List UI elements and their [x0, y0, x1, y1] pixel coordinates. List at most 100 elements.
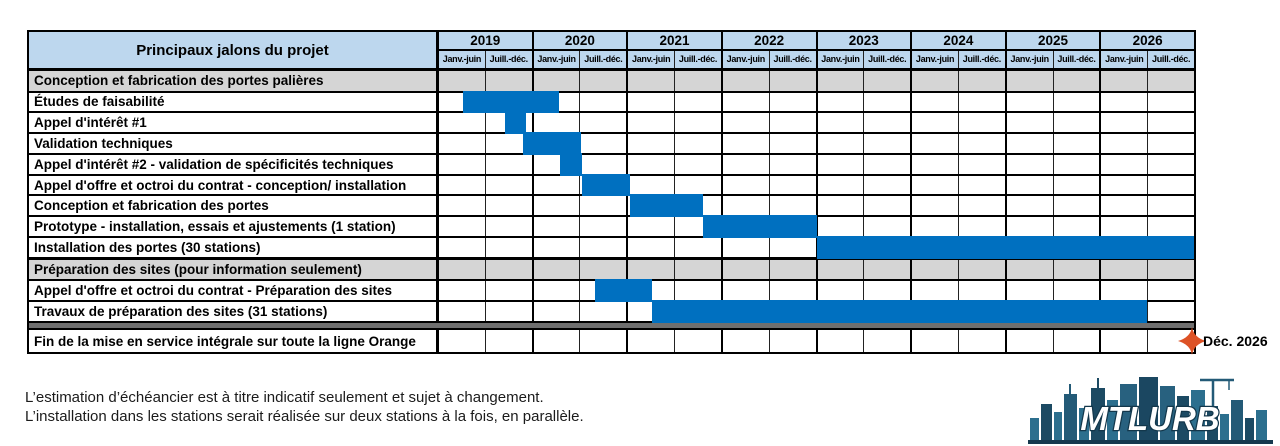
task-row: Installation des portes (30 stations) — [29, 236, 1194, 259]
half-year-header: Janv.-juin — [912, 51, 959, 68]
row-label: Appel d'offre et octroi du contrat - Pré… — [29, 281, 439, 301]
grid-cell — [439, 196, 486, 216]
grid-cell — [1007, 196, 1054, 216]
footnotes: L’estimation d’échéancier est à titre in… — [25, 388, 584, 426]
grid-cell — [439, 259, 486, 280]
grid-cell — [1054, 113, 1102, 133]
task-row: Études de faisabilité — [29, 90, 1194, 114]
grid-cell — [959, 330, 1007, 353]
grid-cell — [534, 217, 581, 237]
grid-cell — [1101, 196, 1149, 216]
grid-cell — [675, 281, 723, 301]
grid-cell — [1007, 281, 1054, 301]
milestone-label: Déc. 2026 — [1203, 333, 1268, 350]
gantt-bar — [703, 215, 817, 239]
grid-cell — [864, 217, 913, 237]
row-label: Études de faisabilité — [29, 92, 439, 112]
row-label: Installation des portes (30 stations) — [29, 238, 439, 257]
half-year-header: Janv.-juin — [628, 51, 676, 68]
gantt-bar — [581, 173, 631, 197]
grid-cell — [959, 113, 1007, 133]
half-year-header: Janv.-juin — [1007, 51, 1054, 68]
task-row: Validation techniques — [29, 132, 1194, 155]
grid-cell — [723, 238, 770, 257]
grid-cell — [1054, 259, 1102, 280]
grid-cell — [912, 71, 959, 91]
grid-cell — [1007, 330, 1054, 353]
grid-cell — [912, 92, 959, 112]
row-label: Validation techniques — [29, 134, 439, 153]
grid-cell — [486, 71, 534, 91]
grid-cell — [1054, 154, 1102, 174]
half-year-header-row: Janv.-juin Juill.-déc. Janv.-juin Juill.-dé… — [439, 51, 1194, 68]
half-year-header: Janv.-juin — [1101, 51, 1149, 68]
grid-cell — [1054, 330, 1102, 353]
grid-cell — [1007, 217, 1054, 237]
gantt-bar — [594, 279, 652, 303]
row-label: Conception et fabrication des portes pal… — [29, 71, 439, 91]
grid-cell — [912, 281, 959, 301]
year-header-row: 2019 2020 2021 2022 2023 2024 2025 2026 — [439, 32, 1194, 51]
half-year-header: Juill.-déc. — [770, 51, 818, 68]
grid-cell — [675, 154, 723, 174]
grid-cell — [770, 154, 818, 174]
grid-cell — [628, 71, 676, 91]
grid-cell — [770, 92, 818, 112]
grid-cell — [1101, 302, 1149, 321]
grid-cell — [1148, 71, 1194, 91]
grid-cell — [818, 71, 865, 91]
grid-cell — [864, 113, 913, 133]
grid-cell — [486, 238, 534, 257]
grid-cell — [628, 281, 676, 301]
half-year-header: Juill.-déc. — [675, 51, 723, 68]
grid-cell — [1101, 259, 1149, 280]
half-year-header: Juill.-déc. — [1151, 54, 1191, 64]
grid-cell — [864, 175, 913, 195]
grid-cell — [1007, 134, 1054, 153]
grid-cell — [1148, 134, 1194, 153]
grid-cell — [1148, 217, 1194, 236]
grid-cell — [1101, 175, 1149, 195]
grid-cell — [770, 281, 818, 301]
grid-cell — [1148, 176, 1194, 195]
grid-cell — [439, 302, 486, 321]
task-row: Appel d'offre et octroi du contrat - con… — [29, 173, 1194, 197]
grid-cell — [818, 154, 865, 174]
grid-cell — [486, 259, 534, 280]
grid-cell — [770, 134, 818, 153]
half-year-header: Juill.-déc. — [1054, 51, 1102, 68]
grid-cell — [959, 281, 1007, 301]
task-row: Prototype - installation, essais et ajus… — [29, 215, 1194, 239]
grid-cell — [534, 113, 581, 133]
row-timeline — [439, 71, 1194, 91]
grid-cell — [770, 259, 818, 280]
grid-cell — [534, 259, 581, 280]
grid-cell — [534, 71, 581, 91]
row-timeline — [439, 259, 1194, 280]
grid-cell — [864, 92, 913, 112]
grid-cell — [818, 134, 865, 153]
grid-cell — [675, 92, 723, 112]
grid-cell — [1054, 92, 1102, 112]
year-header-2023: 2023 — [818, 32, 913, 49]
row-label: Conception et fabrication des portes — [29, 196, 439, 216]
gantt-bar — [523, 132, 582, 155]
grid-cell — [439, 134, 486, 153]
gantt-bar — [630, 194, 704, 218]
grid-cell — [912, 196, 959, 216]
section-row: Préparation des sites (pour information … — [29, 258, 1194, 282]
grid-cell — [675, 175, 723, 195]
grid-cell — [534, 196, 581, 216]
grid-cell — [675, 196, 723, 216]
half-year-header: Juill.-déc. — [864, 51, 913, 68]
grid-cell — [439, 113, 486, 133]
grid-cell — [1007, 175, 1054, 195]
grid-cell — [723, 259, 770, 280]
grid-cell — [486, 217, 534, 237]
grid-cell — [580, 92, 629, 112]
grid-cell — [534, 238, 581, 257]
half-year-header: Juill.-déc. — [580, 51, 629, 68]
grid-cell — [912, 330, 959, 353]
grid-cell — [959, 175, 1007, 195]
